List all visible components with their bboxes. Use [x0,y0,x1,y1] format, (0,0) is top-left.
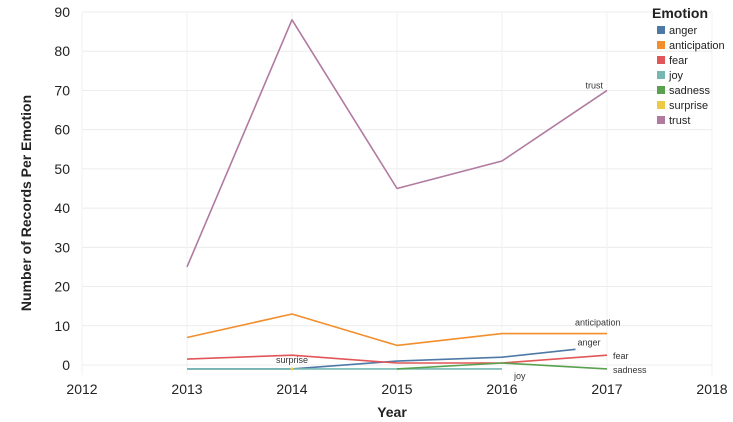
x-tick-label: 2018 [696,381,727,397]
legend-swatch [657,71,665,79]
legend-label: anger [669,25,697,37]
y-tick-label: 20 [54,279,70,295]
y-tick-label: 80 [54,43,70,59]
legend-label: fear [669,55,688,67]
series-label-anticipation: anticipation [575,318,621,328]
legend-swatch [657,116,665,124]
legend-label: surprise [669,100,708,112]
series-label-joy: joy [513,371,526,381]
x-axis-title: Year [377,404,407,420]
y-tick-label: 40 [54,200,70,216]
y-tick-label: 90 [54,4,70,20]
legend-item-anger: anger [657,25,697,37]
x-tick-label: 2014 [276,381,307,397]
legend-swatch [657,56,665,64]
x-tick-label: 2016 [486,381,517,397]
y-tick-label: 60 [54,122,70,138]
legend-swatch [657,101,665,109]
x-tick-label: 2015 [381,381,412,397]
legend: Emotion anger anticipation fear joy sadness s… [652,5,725,127]
x-tick-label: 2017 [591,381,622,397]
series-labels: anger anticipation fear joy sadness surprise t… [276,80,647,380]
series-line-anticipation [186,313,607,347]
legend-label: sadness [669,85,710,97]
y-tick-label: 10 [54,318,70,334]
y-tick-label: 30 [54,239,70,255]
legend-swatch [657,41,665,49]
y-tick-label: 50 [54,161,70,177]
legend-swatch [657,26,665,34]
legend-item-trust: trust [657,115,690,127]
legend-item-joy: joy [657,70,684,82]
series-line-sadness [396,362,608,370]
y-tick-label: 70 [54,82,70,98]
series-point-surprise [290,367,294,371]
legend-label: joy [668,70,684,82]
series-label-fear: fear [613,351,629,361]
legend-label: trust [669,115,690,127]
legend-item-sadness: sadness [657,85,710,97]
x-tick-labels: 2012 2013 2014 2015 2016 2017 2018 [66,381,727,397]
legend-items: anger anticipation fear joy sadness surprise t… [657,25,725,127]
legend-item-fear: fear [657,55,688,67]
legend-title: Emotion [652,5,708,21]
legend-swatch [657,86,665,94]
series-label-sadness: sadness [613,365,647,375]
x-tick-label: 2013 [171,381,202,397]
y-tick-label: 0 [62,357,70,373]
legend-item-surprise: surprise [657,100,708,112]
y-axis-title: Number of Records Per Emotion [18,95,34,311]
y-tick-labels: 0 10 20 30 40 50 60 70 80 90 [54,4,70,373]
series-line-anger [187,348,576,370]
series-line-trust [186,18,608,268]
series-label-trust: trust [585,80,603,90]
legend-label: anticipation [669,40,725,52]
series-line-fear [186,354,608,364]
series-label-anger: anger [578,337,601,347]
legend-item-anticipation: anticipation [657,40,725,52]
series-layer [186,18,608,371]
x-tick-label: 2012 [66,381,97,397]
series-label-surprise: surprise [276,355,308,365]
